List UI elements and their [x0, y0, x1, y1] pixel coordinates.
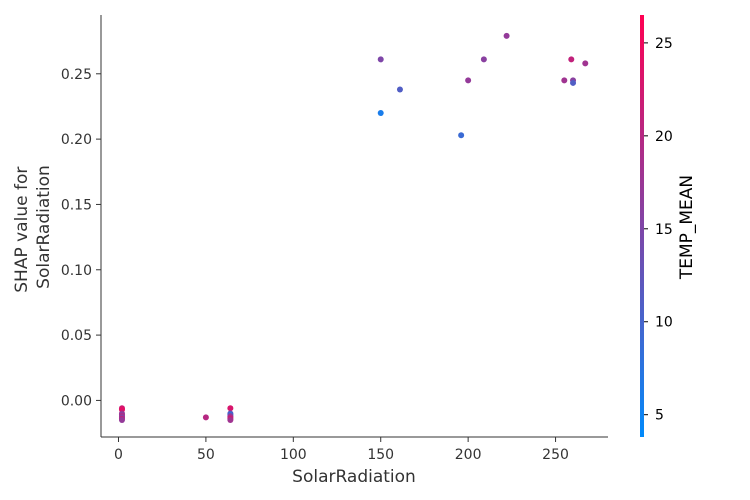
y-tick-label: 0.15: [61, 197, 92, 213]
scatter-point: [570, 79, 577, 86]
x-tick-label: 100: [280, 447, 307, 463]
x-tick-label: 50: [197, 447, 215, 463]
x-tick-label: 0: [114, 447, 123, 463]
scatter-point: [458, 132, 465, 139]
colorbar-ticks: 5 10 15 20 25: [644, 36, 673, 424]
scatter-point: [377, 56, 384, 63]
colorbar-tick-label: 5: [655, 408, 664, 424]
y-axis-ticks: 0.00 0.05 0.10 0.15 0.20 0.25: [61, 67, 101, 409]
x-tick-label: 200: [455, 447, 482, 463]
colorbar: [640, 15, 644, 437]
y-tick-label: 0.20: [61, 132, 92, 148]
x-tick-label: 250: [542, 447, 569, 463]
x-axis-ticks: 0 50 100 150 200 250: [114, 437, 569, 463]
scatter-point: [503, 32, 510, 39]
scatter-point: [568, 56, 575, 63]
y-axis-label-line-1: SHAP value for: [12, 167, 32, 293]
y-tick-label: 0.25: [61, 67, 92, 83]
colorbar-tick-label: 25: [655, 36, 673, 52]
x-axis-label: SolarRadiation: [292, 467, 416, 487]
x-tick-label: 150: [367, 447, 394, 463]
scatter-point: [396, 86, 403, 93]
y-tick-label: 0.05: [61, 328, 92, 344]
y-tick-label: 0.10: [61, 263, 92, 279]
y-axis-label-line-2: SolarRadiation: [34, 165, 54, 289]
colorbar-tick-label: 15: [655, 222, 673, 238]
scatter-point: [561, 77, 568, 84]
scatter-point: [118, 417, 125, 424]
colorbar-tick-label: 10: [655, 315, 673, 331]
scatter-point: [582, 60, 589, 67]
scatter-point: [377, 109, 384, 116]
scatter-point: [465, 77, 472, 84]
scatter-point: [202, 414, 209, 421]
scatter-point: [227, 405, 234, 412]
colorbar-tick-label: 20: [655, 129, 673, 145]
y-axis-label: SHAP value for SolarRadiation: [12, 161, 54, 292]
scatter-point: [227, 417, 234, 424]
scatter-points: [118, 32, 589, 424]
y-tick-label: 0.00: [61, 393, 92, 409]
colorbar-label: TEMP_MEAN: [677, 175, 697, 280]
scatter-point: [480, 56, 487, 63]
